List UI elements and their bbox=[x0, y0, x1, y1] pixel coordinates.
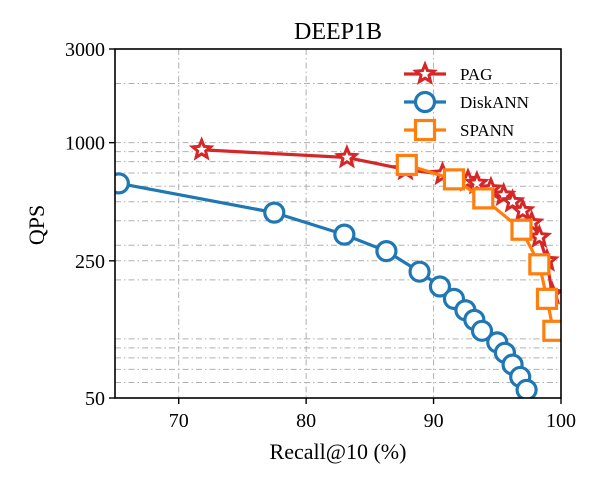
ticks: 50 250 1000 3000 70 80 90 100 bbox=[65, 39, 576, 432]
pag-point bbox=[334, 144, 360, 169]
legend-marker-diskann bbox=[413, 90, 437, 114]
legend-label-diskann: DiskANN bbox=[460, 93, 529, 112]
legend-label-pag: PAG bbox=[460, 65, 492, 84]
pag-point bbox=[499, 188, 526, 213]
legend-label-spann: SPANN bbox=[460, 121, 514, 140]
y-tick-label: 3000 bbox=[65, 39, 105, 61]
y-tick-label: 1000 bbox=[65, 133, 105, 155]
legend-marker-spann bbox=[413, 118, 437, 142]
series-layer bbox=[115, 136, 561, 398]
y-tick-label: 250 bbox=[75, 251, 105, 273]
x-tick-label: 90 bbox=[424, 410, 444, 432]
chart-title: DEEP1B bbox=[294, 19, 382, 45]
diskann-point bbox=[408, 260, 431, 283]
pag-point bbox=[188, 136, 215, 161]
legend: PAG DiskANN SPANN bbox=[404, 60, 529, 142]
diskann-point bbox=[470, 319, 494, 342]
spann-point bbox=[542, 319, 561, 342]
x-tick-label: 100 bbox=[546, 410, 576, 432]
legend-marker-pag bbox=[412, 60, 438, 85]
diskann-point bbox=[515, 378, 538, 398]
pag-point bbox=[509, 197, 536, 222]
x-axis-title: Recall@10 (%) bbox=[270, 439, 407, 464]
spann-point bbox=[510, 218, 533, 241]
diskann-point bbox=[115, 172, 130, 195]
plot-frame bbox=[114, 48, 562, 399]
series-diskann bbox=[115, 172, 538, 398]
spann-point bbox=[535, 287, 559, 310]
diskann-point bbox=[263, 201, 286, 224]
spann-point bbox=[395, 153, 418, 177]
diskann-point bbox=[333, 223, 356, 246]
x-tick-label: 80 bbox=[296, 410, 316, 432]
diskann-point bbox=[375, 240, 398, 263]
diskann-point bbox=[428, 275, 452, 298]
spann-point bbox=[472, 187, 495, 210]
series-spann bbox=[395, 153, 561, 342]
spann-point bbox=[528, 253, 551, 276]
spann-point bbox=[442, 168, 466, 191]
x-tick-label: 70 bbox=[169, 410, 189, 432]
y-tick-label: 50 bbox=[85, 388, 105, 410]
y-axis-title: QPS bbox=[24, 205, 49, 245]
